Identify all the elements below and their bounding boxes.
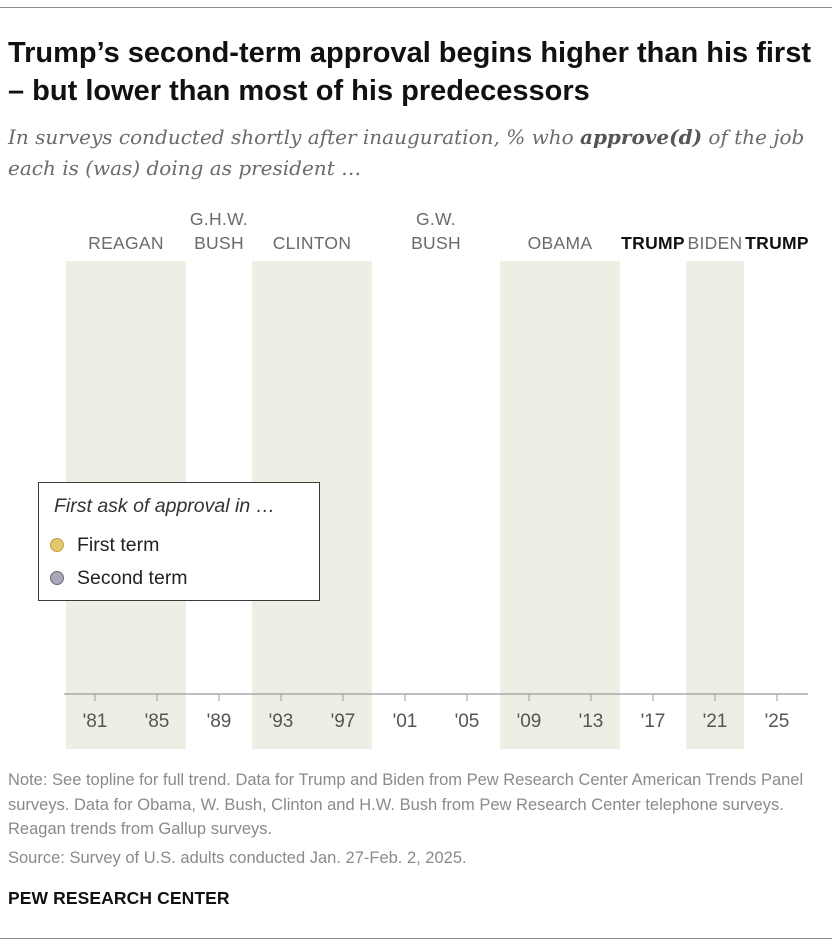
subtitle-text-end: of the job each is (was) doing as presid… [8,125,805,180]
source-note: Source: Survey of U.S. adults conducted … [8,849,467,867]
approval-chart: '81 '85 '89 '93 '97 '01 '05 '09 '13 '17 '21 '25 REAG… [64,209,809,749]
president-label-1-1: BUSH [194,233,244,253]
subtitle-text-start: In surveys conducted shortly after inaug… [8,125,580,149]
legend-second-term-marker [50,571,64,585]
chart-title: Trump’s second-term approval begins high… [8,37,812,107]
president-label-4-0: OBAMA [528,233,593,253]
x-tick-label-5: '01 [393,711,418,732]
x-tick-label-2: '89 [207,711,232,732]
x-tick-label-8: '13 [579,711,604,732]
subtitle-emphasis: approve(d) [579,125,703,149]
president-label-3-0: G.W. [416,209,456,229]
chart-subtitle: In surveys conducted shortly after inaug… [8,122,834,184]
legend-title: First ask of approval in … [54,495,276,517]
president-label-2-0: CLINTON [273,233,352,253]
bottom-rule [0,938,832,939]
x-tick-label-7: '09 [517,711,542,732]
x-tick-label-11: '25 [765,711,790,732]
legend-first-term-label: First term [77,534,160,556]
president-label-1-0: G.H.W. [190,209,248,229]
x-tick-label-1: '85 [145,711,170,732]
x-tick-label-6: '05 [455,711,480,732]
president-label-5-0: TRUMP [621,233,685,253]
president-label-6-0: BIDEN [688,233,743,253]
x-tick-label-4: '97 [331,711,356,732]
brand-logo-text: PEW RESEARCH CENTER [8,888,230,908]
president-label-3-1: BUSH [411,233,461,253]
legend: First ask of approval in … First term Se… [38,482,320,601]
x-tick-label-10: '21 [703,711,728,732]
footnote: Note: See topline for full trend. Data f… [8,771,804,838]
x-tick-label-9: '17 [641,711,666,732]
x-tick-label-0: '81 [83,711,108,732]
x-tick-label-3: '93 [269,711,294,732]
legend-first-term-marker [50,538,64,552]
president-label-0-0: REAGAN [88,233,164,253]
president-label-7-0: TRUMP [745,233,809,253]
president-band-6 [686,261,744,749]
president-band-4 [500,261,620,749]
top-rule [0,7,832,8]
legend-second-term-label: Second term [77,567,188,589]
